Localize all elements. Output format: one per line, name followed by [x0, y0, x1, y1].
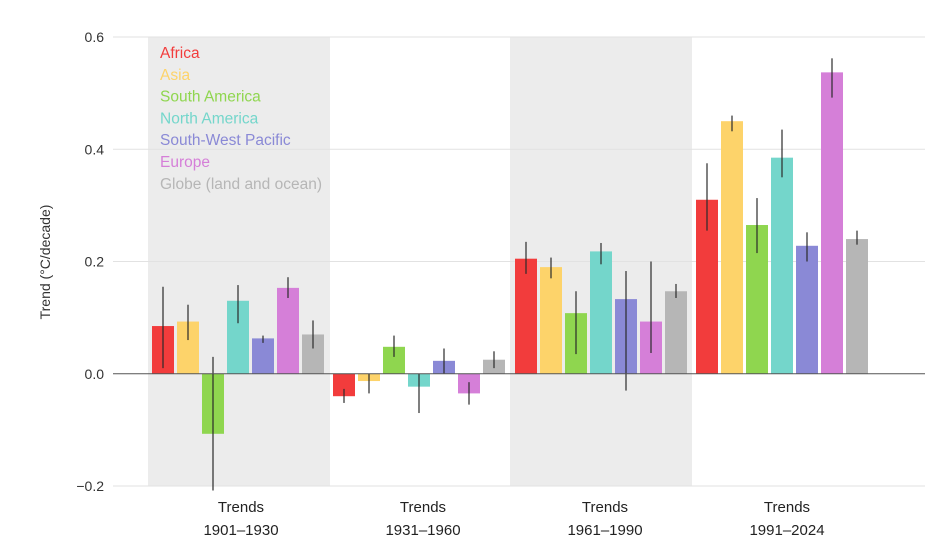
x-category-label: Trends	[764, 499, 810, 516]
error-bars	[162, 58, 858, 491]
bar-africa-1	[333, 373, 355, 397]
legend-entry: Globe (land and ocean)	[160, 176, 322, 193]
legend-entry: North America	[160, 110, 259, 127]
bar-north-america-2	[590, 251, 612, 374]
bar-globe-land-and-ocean--0	[302, 334, 324, 374]
axes: 0.6 0.4 0.2 0.0 −0.2 Trends 1901–1930 Trends 193…	[76, 29, 925, 539]
y-tick-label: 0.0	[85, 366, 105, 382]
legend-entry: Europe	[160, 154, 210, 171]
legend-entry: South-West Pacific	[160, 132, 291, 149]
legend-entry: South America	[160, 89, 261, 106]
bar-europe-3	[821, 72, 843, 374]
bar-africa-2	[515, 258, 537, 374]
bar-south-america-3	[746, 225, 768, 374]
x-category-label: Trends	[400, 499, 446, 516]
bar-asia-0	[177, 321, 199, 374]
y-tick-label: 0.4	[85, 141, 105, 157]
bar-africa-3	[696, 199, 718, 374]
y-tick-label: −0.2	[76, 478, 104, 494]
x-category-label: Trends	[218, 499, 264, 516]
bar-europe-0	[277, 287, 299, 374]
x-category-label: 1901–1930	[203, 522, 278, 539]
x-category-label: Trends	[582, 499, 628, 516]
y-axis-label: Trend (°C/decade)	[37, 205, 53, 320]
bar-south-america-1	[383, 346, 405, 374]
y-tick-label: 0.6	[85, 29, 105, 45]
legend-entry: Asia	[160, 67, 191, 84]
bar-globe-land-and-ocean--2	[665, 291, 687, 374]
bar-asia-3	[721, 121, 743, 374]
x-category-label: 1991–2024	[749, 522, 824, 539]
x-category-label: 1961–1990	[567, 522, 642, 539]
bar-south-west-pacific-3	[796, 245, 818, 374]
bar-north-america-0	[227, 300, 249, 374]
bar-asia-2	[540, 267, 562, 374]
legend-entry: Africa	[160, 45, 200, 62]
x-category-label: 1931–1960	[385, 522, 460, 539]
y-tick-label: 0.2	[85, 254, 105, 270]
legend: Africa Asia South America North America Sout…	[160, 45, 322, 193]
bar-globe-land-and-ocean--3	[846, 239, 868, 374]
bar-south-west-pacific-0	[252, 338, 274, 374]
bar-north-america-3	[771, 157, 793, 374]
